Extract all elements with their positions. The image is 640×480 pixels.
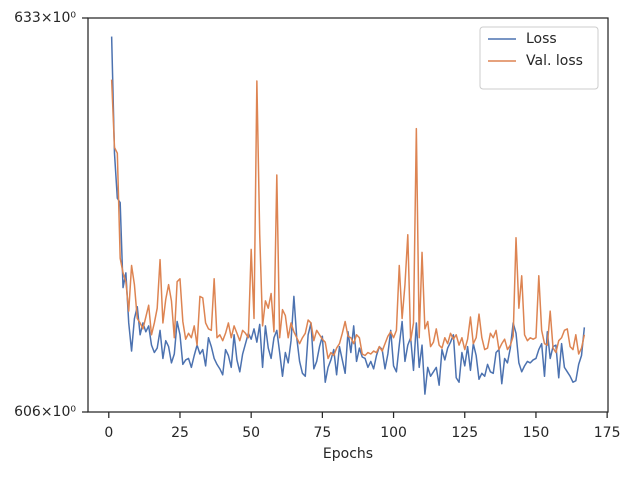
- x-axis-label: Epochs: [323, 446, 373, 462]
- x-tick-label: 50: [242, 425, 260, 441]
- y-tick-label: 606×10⁰: [14, 404, 76, 420]
- x-tick-label: 25: [171, 425, 189, 441]
- line-series: [110, 36, 586, 395]
- y-tick-label: 633×10⁰: [14, 10, 76, 26]
- plot-frame: [87, 17, 609, 413]
- x-tick-label: 175: [594, 425, 621, 441]
- x-tick-label: 0: [104, 425, 113, 441]
- legend-label: Loss: [526, 31, 557, 47]
- x-tick-label: 150: [523, 425, 550, 441]
- legend-box: [479, 26, 599, 90]
- legend-label: Val. loss: [526, 53, 583, 69]
- x-tick-label: 125: [451, 425, 478, 441]
- x-tick-label: 75: [313, 425, 331, 441]
- x-tick-label: 100: [380, 425, 407, 441]
- line-series: [110, 79, 586, 360]
